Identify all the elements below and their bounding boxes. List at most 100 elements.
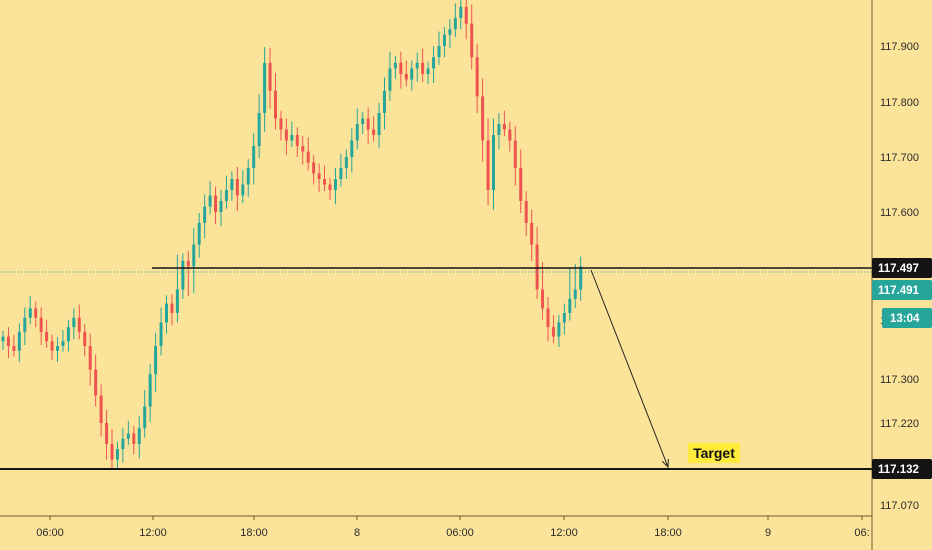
candle [519,149,523,214]
candle [165,295,168,334]
candle-body [421,62,425,74]
candle-body [154,346,158,375]
candle-body [541,289,545,309]
candle-body [268,62,272,91]
candle-body [88,346,92,370]
candle-body [257,113,261,146]
candle [175,254,179,323]
candle-body [137,428,141,444]
candle-body [459,6,463,18]
price-tick-label: 117.070 [880,500,919,512]
candle [99,384,103,437]
candle [252,132,256,185]
time-axis[interactable]: 06:00 12:00 18:00 8 06:00 12:00 18:00 9 06: [36,516,870,539]
candle [295,127,299,157]
price-tick-label: 117.800 [880,97,919,109]
candle-body [1,336,5,342]
price-axis[interactable]: 117.900 117.800 117.700 117.600 117.300 117.2… [880,41,919,512]
candle-body [442,34,446,46]
target-label[interactable]: Target [693,445,735,461]
candle-body [263,62,267,113]
candle-body [317,173,321,179]
candle-body [377,113,381,135]
candle-body [192,244,196,267]
candle [274,72,277,130]
candle [56,337,59,363]
candle-body [235,179,239,196]
candle-body [448,29,452,35]
candle-body [551,327,555,337]
candle-body [219,201,223,212]
price-tag-bg [882,308,932,328]
candle [279,110,283,141]
candle [143,390,147,438]
candle-body [208,195,212,207]
candle-body [492,135,495,190]
candle [361,111,365,134]
candle [372,116,376,142]
candle [317,163,321,193]
price-tag-text: 117.497 [878,263,919,275]
candle-body [339,168,343,179]
candle [263,47,267,132]
candle-body [432,57,436,69]
price-tick-label: 117.700 [880,152,919,164]
time-tick-label: 06:00 [36,527,64,539]
candle-body [45,331,49,342]
candle [12,334,16,357]
price-tag-last-price[interactable]: 117.491 [872,280,932,300]
candle [154,332,158,393]
candle [568,267,572,321]
candle-body [132,433,136,444]
candle-body [295,135,299,146]
candle-body [361,118,365,124]
candle-body [246,168,250,185]
candle-body [34,308,38,318]
candle [366,107,370,144]
candle [61,329,65,352]
candle-body [203,206,207,223]
candle [203,194,207,239]
candle-body [464,6,468,24]
candle [421,48,425,82]
candle [208,181,212,215]
candle-body [486,140,490,190]
candle-body [181,260,185,290]
candle-body [475,57,479,97]
time-tick-label: 18:00 [240,527,268,539]
candle [1,330,5,350]
candle [530,209,534,261]
candle [257,94,261,159]
candle-body [519,168,523,201]
candle [481,78,485,162]
candle-body [573,289,577,299]
candle-body [279,118,283,130]
candle-body [404,74,408,80]
candle [77,304,81,340]
candle [312,154,316,185]
candle [579,256,583,301]
price-tag-countdown[interactable]: 13:04 [882,308,932,328]
candle-body [197,222,201,245]
time-tick-label: 18:00 [654,527,682,539]
candle-body [6,336,10,347]
candle-body [230,179,234,190]
candle-body [17,331,21,351]
candle [28,296,32,325]
candle [284,118,288,155]
candle [464,0,468,40]
price-tag-resistance[interactable]: 117.497 [872,258,932,278]
projection-arrow[interactable] [590,269,669,468]
candle [268,48,272,109]
candle-body [12,346,16,351]
candle-body [301,146,305,152]
candle-body [121,438,125,450]
candle-body [344,157,348,168]
candle [524,191,528,236]
time-tick-label: 8 [354,527,360,539]
candle [470,4,474,70]
candle-body [159,322,163,347]
candle [159,307,163,356]
price-tag-target[interactable]: 117.132 [872,459,932,479]
